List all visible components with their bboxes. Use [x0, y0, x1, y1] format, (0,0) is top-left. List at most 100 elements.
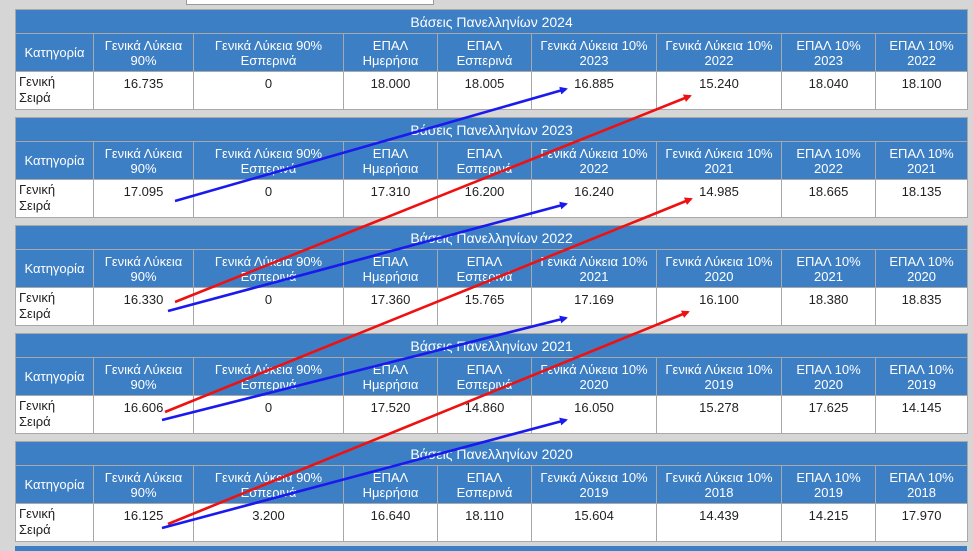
- results-table-2: Βάσεις Πανελληνίων 2023 Κατηγορία Γενικά Λ…: [14, 117, 969, 218]
- column-header: ΕΠΑΛ 10% 2022: [874, 33, 969, 72]
- column-header-label: Γενικά Λύκεια 10%: [665, 469, 773, 485]
- value-cell: 16.885: [531, 71, 657, 110]
- value-cell: 3.200: [193, 503, 344, 542]
- column-header-label: ΕΠΑΛ 10%: [796, 253, 861, 269]
- column-header-label: Γενικά Λύκεια 10%: [665, 145, 773, 161]
- results-table-1: Βάσεις Πανελληνίων 2024 Κατηγορία Γενικά Λ…: [14, 9, 969, 110]
- category-cell: Γενική Σειρά: [15, 179, 94, 218]
- column-header-year: 2021: [907, 160, 937, 176]
- category-line: Σειρά: [19, 522, 51, 537]
- column-header: Κατηγορία: [15, 141, 94, 180]
- value-cell: 18.665: [781, 179, 876, 218]
- column-header-label: Κατηγορία: [24, 153, 85, 168]
- table-row: Γενική Σειρά 16.606 0 17.520 14.860 16.050 15.2…: [15, 395, 969, 434]
- column-header-year: 2022: [579, 160, 609, 176]
- value-cell: 16.606: [93, 395, 194, 434]
- column-header-label: Γενικά Λύκεια 90% Εσπερινά: [214, 469, 323, 500]
- table-row: Γενική Σειρά 16.330 0 17.360 15.765 17.169 16.1…: [15, 287, 969, 326]
- value-cell: 14.860: [437, 395, 532, 434]
- value-cell: 18.110: [437, 503, 532, 542]
- column-header-label: Γενικά Λύκεια 10%: [540, 145, 648, 161]
- column-header-year: 2020: [907, 268, 937, 284]
- column-header: Κατηγορία: [15, 465, 94, 504]
- table-title: Βάσεις Πανελληνίων 2023: [14, 117, 969, 142]
- value-cell: 16.735: [93, 71, 194, 110]
- column-header-year: 2019: [704, 376, 734, 392]
- category-line: Γενική: [19, 506, 56, 521]
- value-cell: 14.215: [781, 503, 876, 542]
- value-cell: 17.520: [343, 395, 438, 434]
- results-table-4: Βάσεις Πανελληνίων 2021 Κατηγορία Γενικά Λ…: [14, 333, 969, 434]
- column-header-label: Γενικά Λύκεια 90%: [104, 469, 183, 500]
- column-header-label: ΕΠΑΛ 10%: [889, 253, 954, 269]
- column-header-label: Γενικά Λύκεια 90% Εσπερινά: [214, 253, 323, 284]
- column-header-label: Γενικά Λύκεια 90% Εσπερινά: [214, 37, 323, 68]
- column-header: Γενικά Λύκεια 10% 2019: [656, 357, 782, 396]
- column-header: ΕΠΑΛ Ημερήσια: [343, 141, 438, 180]
- column-header: ΕΠΑΛ 10% 2019: [874, 357, 969, 396]
- column-header-label: Κατηγορία: [24, 261, 85, 276]
- column-header-label: Γενικά Λύκεια 10%: [540, 361, 648, 377]
- column-header: Γενικά Λύκεια 90%: [93, 141, 194, 180]
- category-cell: Γενική Σειρά: [15, 395, 94, 434]
- column-header-label: ΕΠΑΛ Ημερήσια: [362, 37, 419, 68]
- column-header-label: ΕΠΑΛ 10%: [889, 469, 954, 485]
- column-header-year: 2019: [907, 376, 937, 392]
- value-cell: 16.330: [93, 287, 194, 326]
- value-cell: 0: [193, 179, 344, 218]
- column-header: Γενικά Λύκεια 10% 2021: [531, 249, 657, 288]
- results-table-3: Βάσεις Πανελληνίων 2022 Κατηγορία Γενικά Λ…: [14, 225, 969, 326]
- column-header-label: ΕΠΑΛ 10%: [796, 37, 861, 53]
- column-header-label: Κατηγορία: [24, 477, 85, 492]
- value-cell: 15.240: [656, 71, 782, 110]
- value-cell: 15.278: [656, 395, 782, 434]
- column-header: Κατηγορία: [15, 33, 94, 72]
- column-header: ΕΠΑΛ Εσπερινά: [437, 33, 532, 72]
- value-cell: 16.240: [531, 179, 657, 218]
- column-header-year: 2023: [814, 52, 843, 68]
- category-line: Γενική: [19, 74, 56, 89]
- column-header: Γενικά Λύκεια 10% 2023: [531, 33, 657, 72]
- column-header: Γενικά Λύκεια 10% 2018: [656, 465, 782, 504]
- value-cell: 14.985: [656, 179, 782, 218]
- column-header-label: ΕΠΑΛ Ημερήσια: [362, 469, 419, 500]
- value-cell: 18.835: [874, 287, 969, 326]
- column-header-label: ΕΠΑΛ Εσπερινά: [456, 253, 513, 284]
- column-header: ΕΠΑΛ 10% 2018: [874, 465, 969, 504]
- column-header: Γενικά Λύκεια 10% 2019: [531, 465, 657, 504]
- category-line: Γενική: [19, 398, 56, 413]
- table-title: Βάσεις Πανελληνίων 2021: [14, 333, 969, 358]
- value-cell: 18.005: [437, 71, 532, 110]
- value-cell: 17.310: [343, 179, 438, 218]
- column-header-year: 2018: [704, 484, 734, 500]
- column-header-year: 2018: [907, 484, 937, 500]
- category-line: Σειρά: [19, 414, 51, 429]
- table-row: Γενική Σειρά 17.095 0 17.310 16.200 16.240 14.9…: [15, 179, 969, 218]
- column-header: Κατηγορία: [15, 357, 94, 396]
- column-header-label: ΕΠΑΛ 10%: [889, 361, 954, 377]
- category-line: Σειρά: [19, 198, 51, 213]
- table-title: Βάσεις Πανελληνίων 2020: [14, 441, 969, 466]
- value-cell: 0: [193, 287, 344, 326]
- column-header: ΕΠΑΛ Ημερήσια: [343, 357, 438, 396]
- column-header: Γενικά Λύκεια 90%: [93, 465, 194, 504]
- value-cell: 15.765: [437, 287, 532, 326]
- value-cell: 15.604: [531, 503, 657, 542]
- column-header-label: Γενικά Λύκεια 90% Εσπερινά: [214, 145, 323, 176]
- column-header: ΕΠΑΛ 10% 2020: [781, 357, 876, 396]
- column-header-year: 2019: [579, 484, 609, 500]
- next-table-edge: [15, 546, 967, 551]
- column-header-label: ΕΠΑΛ Ημερήσια: [362, 253, 419, 284]
- column-header: Κατηγορία: [15, 249, 94, 288]
- column-header: ΕΠΑΛ 10% 2019: [781, 465, 876, 504]
- column-header-label: Γενικά Λύκεια 90%: [104, 145, 183, 176]
- category-cell: Γενική Σειρά: [15, 287, 94, 326]
- column-header-year: 2019: [814, 484, 843, 500]
- column-header: ΕΠΑΛ Εσπερινά: [437, 141, 532, 180]
- column-header-label: Κατηγορία: [24, 369, 85, 384]
- column-header: ΕΠΑΛ 10% 2021: [874, 141, 969, 180]
- column-header-label: ΕΠΑΛ Εσπερινά: [456, 145, 513, 176]
- column-header: ΕΠΑΛ Εσπερινά: [437, 357, 532, 396]
- column-header-year: 2022: [704, 52, 734, 68]
- category-line: Σειρά: [19, 306, 51, 321]
